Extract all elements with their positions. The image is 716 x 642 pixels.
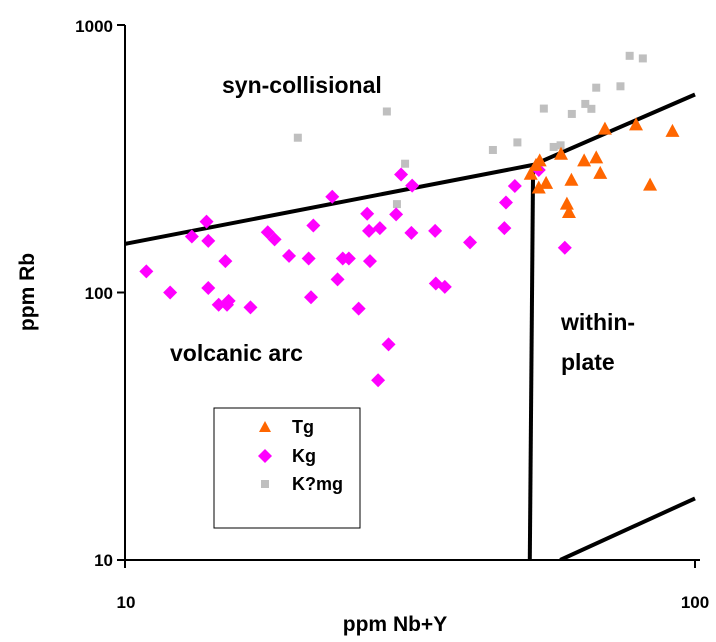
legend-marker-triangle <box>259 421 271 432</box>
kg-point <box>163 285 178 300</box>
kg-point <box>405 178 420 193</box>
kmg-point <box>556 141 565 150</box>
boundary-line <box>559 496 696 560</box>
kg-point <box>428 223 443 238</box>
kmg-point <box>567 109 576 118</box>
kg-point <box>507 179 522 194</box>
kg-point <box>306 218 321 233</box>
kmg-point <box>549 142 558 151</box>
kg-point <box>360 206 375 221</box>
kg-point <box>437 279 452 294</box>
kmg-point <box>293 133 302 142</box>
kmg-point <box>401 159 410 168</box>
kg-point <box>304 290 319 305</box>
tg-point <box>593 165 608 179</box>
field-label-within-plate-line1: within- <box>560 309 635 335</box>
kg-point <box>362 254 377 269</box>
kmg-point <box>638 54 647 63</box>
tg-point <box>629 117 644 131</box>
kmg-point <box>392 200 401 209</box>
legend-box <box>213 407 361 529</box>
kg-point <box>201 233 216 248</box>
field-label-volcanic-arc: volcanic arc <box>170 340 303 366</box>
kg-point <box>201 280 216 295</box>
tg-point <box>643 177 658 191</box>
field-label-syn-collisional: syn-collisional <box>222 72 382 98</box>
kg-point <box>282 248 297 263</box>
kg-point <box>372 221 387 236</box>
tg-point <box>564 172 579 186</box>
tg-point <box>523 166 538 180</box>
kg-point <box>389 207 404 222</box>
y-tick-label-100: 100 <box>85 284 113 303</box>
kg-point <box>362 223 377 238</box>
kg-point <box>498 195 513 210</box>
kg-point <box>184 229 199 244</box>
kg-point <box>394 167 409 182</box>
kg-point <box>330 272 345 287</box>
legend-label-tg: Tg <box>292 417 314 437</box>
kg-point <box>218 254 233 269</box>
legend-marker-diamond <box>258 449 272 463</box>
y-axis-title: ppm Rb <box>16 253 39 331</box>
x-tick-label-10: 10 <box>117 593 136 612</box>
kmg-point <box>616 82 625 91</box>
axis-ticks <box>117 24 696 568</box>
y-tick-label-10: 10 <box>94 551 113 570</box>
kmg-point <box>625 51 634 60</box>
tg-point <box>589 150 604 164</box>
tg-point <box>531 180 546 194</box>
tg-point <box>597 121 612 135</box>
legend: Tg Kg K?mg <box>213 407 361 529</box>
kg-point <box>463 235 478 250</box>
kmg-point <box>581 99 590 108</box>
kmg-point <box>592 83 601 92</box>
kg-point <box>404 225 419 240</box>
tg-point <box>559 196 574 210</box>
kmg-point <box>488 145 497 154</box>
field-label-within-plate-line2: plate <box>561 349 615 375</box>
kg-point <box>301 251 316 266</box>
boundary-line <box>527 164 536 560</box>
kg-point <box>243 300 258 315</box>
data-points <box>139 51 680 388</box>
kmg-point <box>513 138 522 147</box>
kg-point <box>341 251 356 266</box>
kg-point <box>221 293 236 308</box>
kg-point <box>351 301 366 316</box>
kg-point <box>381 337 396 352</box>
kmg-point <box>539 104 548 113</box>
kg-point <box>267 232 282 247</box>
tg-point <box>532 153 547 167</box>
tg-point <box>665 123 680 137</box>
kg-point <box>371 373 386 388</box>
legend-marker-square <box>261 480 269 488</box>
legend-label-kmg: K?mg <box>292 474 343 494</box>
legend-label-kg: Kg <box>292 446 316 466</box>
kg-point <box>497 221 512 236</box>
kmg-point <box>382 107 391 116</box>
tg-point <box>577 153 592 167</box>
kg-point <box>557 240 572 255</box>
kmg-point <box>587 104 596 113</box>
y-tick-label-1000: 1000 <box>75 17 113 36</box>
tg-point <box>561 204 576 218</box>
x-tick-label-100: 100 <box>681 593 709 612</box>
x-axis-title: ppm Nb+Y <box>343 613 447 636</box>
kg-point <box>325 189 340 204</box>
kg-point <box>199 214 214 229</box>
tg-point <box>554 146 569 160</box>
kg-point <box>139 264 154 279</box>
tg-point <box>539 175 554 189</box>
